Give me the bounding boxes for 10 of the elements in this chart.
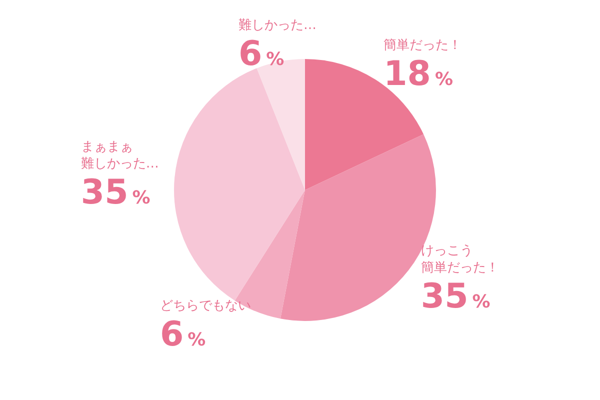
slice-label: 簡単だった！ bbox=[384, 38, 462, 54]
data-label: 18% bbox=[384, 54, 453, 94]
data-label: 35% bbox=[420, 276, 490, 316]
data-label: 6% bbox=[238, 34, 284, 74]
data-label: 6% bbox=[160, 314, 206, 354]
slice-label: どちらでもない bbox=[160, 298, 251, 314]
data-label: 35% bbox=[80, 172, 150, 213]
slice-label: まぁまぁ難しかった… bbox=[80, 140, 159, 172]
slice-label: 難しかった… bbox=[238, 18, 317, 33]
slice-label: けっこう簡単だった！ bbox=[420, 243, 499, 276]
